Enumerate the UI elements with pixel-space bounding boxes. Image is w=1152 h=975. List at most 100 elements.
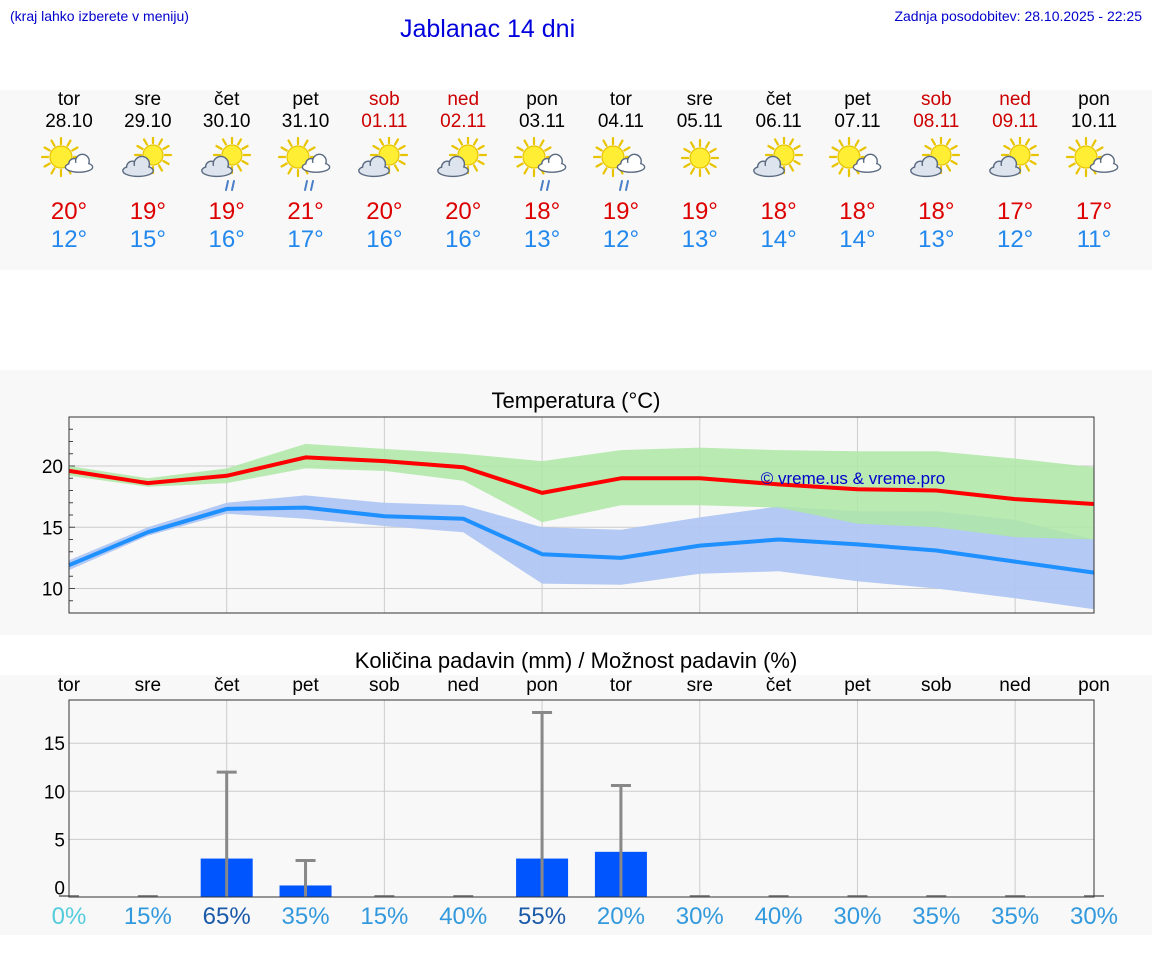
temp-max: 21° [287, 198, 324, 225]
day-date: 30.10 [202, 111, 251, 132]
precip-day-label: tor [57, 675, 81, 696]
sun-icon [680, 138, 719, 178]
day-column: pon 10.11 [1054, 89, 1134, 133]
precip-probability: 15% [123, 903, 172, 930]
y-tick-label: 15 [44, 734, 65, 755]
forecast-band [0, 90, 1152, 270]
min-temp-line [68, 505, 1095, 575]
day-name: pon [1078, 89, 1110, 110]
y-tick-label: 15 [42, 518, 63, 539]
temp-max: 20° [50, 198, 88, 225]
temp-min: 17° [287, 226, 324, 253]
precip-probability: 35% [912, 903, 961, 930]
precip-probability: 15% [360, 903, 409, 930]
day-name: sre [686, 89, 713, 110]
max-temp-line [68, 455, 1095, 506]
temperature-chart-title: Temperatura (°C) [491, 388, 661, 413]
precip-day-label: ned [447, 675, 480, 696]
precip-probability: 40% [754, 903, 803, 930]
temp-max: 18° [839, 198, 876, 225]
day-column: tor 28.10 [29, 89, 109, 133]
temp-max: 18° [760, 198, 797, 225]
precip-probability: 55% [518, 903, 567, 930]
precip-day-label: sre [686, 675, 713, 696]
precip-day-label: čet [765, 675, 792, 696]
y-tick-label: 10 [44, 782, 65, 803]
precip-day-label: tor [609, 675, 633, 696]
day-column: sob 08.11 [896, 89, 976, 133]
header-location-hint[interactable]: (kraj lahko izberete v meniju) [10, 8, 189, 24]
precip-probability: 65% [202, 903, 251, 930]
partly-cloudy-icon [358, 137, 409, 178]
temp-max: 17° [1075, 198, 1113, 225]
day-name: sre [134, 89, 162, 110]
temp-min: 13° [681, 226, 718, 253]
temp-min: 12° [50, 226, 88, 253]
partly-cloudy-icon [910, 137, 961, 178]
temp-min: 11° [1076, 226, 1112, 253]
temp-min: 12° [602, 226, 640, 253]
temp-max: 19° [681, 198, 718, 225]
temp-min: 14° [760, 226, 797, 253]
y-tick-label: 20 [42, 457, 63, 478]
temp-min: 13° [918, 226, 955, 253]
temp-max: 20° [445, 198, 482, 225]
day-name: ned [447, 89, 480, 110]
day-name: pet [844, 89, 871, 110]
precip-probability: 0% [51, 903, 87, 930]
sun-cloud-rain-icon [592, 137, 646, 191]
day-column: sob 01.11 [344, 89, 424, 133]
sun-cloud-icon [829, 137, 882, 178]
temperature-chart: 10 15 20 © vreme.us & vreme.pro [42, 416, 1095, 614]
day-name: pet [292, 89, 319, 110]
day-date: 05.11 [676, 111, 723, 132]
precip-day-label: sob [920, 675, 952, 696]
day-name: čet [765, 89, 792, 110]
day-name: sob [920, 89, 952, 110]
page-title: Jablanac 14 dni [400, 15, 576, 43]
precip-probability: 35% [281, 903, 330, 930]
day-name: sob [369, 89, 400, 110]
y-tick-label: 10 [42, 580, 63, 601]
precip-day-label: sre [134, 675, 162, 696]
temp-max: 19° [208, 198, 245, 225]
precip-day-label: pon [1078, 675, 1110, 696]
temp-max: 19° [602, 198, 640, 225]
precip-day-label: sob [369, 675, 400, 696]
temp-max: 19° [129, 198, 166, 225]
day-column: sre 29.10 [108, 89, 188, 133]
precip-probability: 35% [991, 903, 1040, 930]
day-column: čet 30.10 [187, 89, 267, 133]
day-name: tor [609, 89, 633, 110]
day-column: čet 06.11 [739, 89, 819, 133]
temp-min: 16° [445, 226, 482, 253]
temp-min: 16° [208, 226, 245, 253]
day-date: 07.11 [834, 111, 881, 132]
day-date: 04.11 [597, 111, 644, 132]
day-date: 10.11 [1070, 111, 1118, 132]
day-name: tor [57, 89, 81, 110]
precip-day-label: pet [844, 675, 871, 696]
min-temp-band [69, 495, 1094, 610]
temp-min: 15° [129, 226, 166, 253]
day-column: ned 02.11 [423, 89, 503, 133]
sun-cloud-rain-icon [277, 137, 330, 191]
temp-max: 18° [918, 198, 955, 225]
day-column: ned 09.11 [975, 89, 1055, 133]
day-date: 06.11 [755, 111, 802, 132]
partly-cloudy-icon [989, 137, 1040, 178]
precip-day-label: pon [526, 675, 558, 696]
sun-cloud-icon [1065, 137, 1119, 178]
day-date: 03.11 [518, 111, 566, 132]
max-temp-band [69, 443, 1094, 540]
y-tick-label: 5 [54, 830, 65, 851]
precip-probability: 30% [1069, 903, 1119, 930]
day-column: tor 04.11 [581, 89, 661, 133]
precip-day-label: čet [214, 675, 240, 696]
day-date: 08.11 [913, 111, 960, 132]
day-date: 29.10 [124, 111, 172, 132]
partly-cloudy-icon [752, 137, 803, 178]
precip-probability: 30% [675, 903, 724, 930]
day-date: 31.10 [281, 111, 330, 132]
watermark: © vreme.us & vreme.pro [761, 469, 945, 488]
